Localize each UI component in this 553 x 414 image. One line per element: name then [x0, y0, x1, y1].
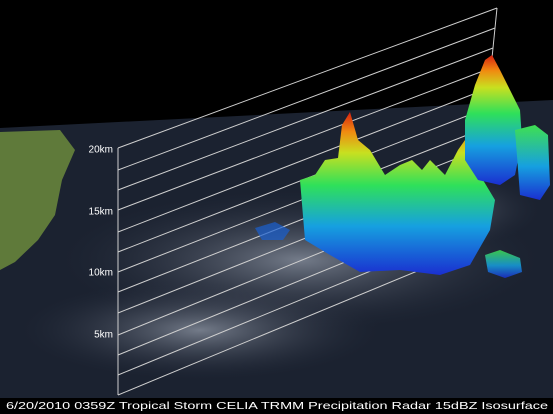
axis-label: 20km: [89, 145, 113, 156]
cloud: [20, 280, 380, 380]
axis-label: 10km: [89, 268, 113, 279]
axis-label: 5km: [94, 330, 113, 341]
axis-label: 15km: [89, 207, 113, 218]
caption: 6/20/2010 0359Z Tropical Storm CELIA TRM…: [6, 400, 548, 412]
scene: 20km 15km 10km 5km 6/20/2010 0359Z Tropi…: [0, 0, 553, 414]
